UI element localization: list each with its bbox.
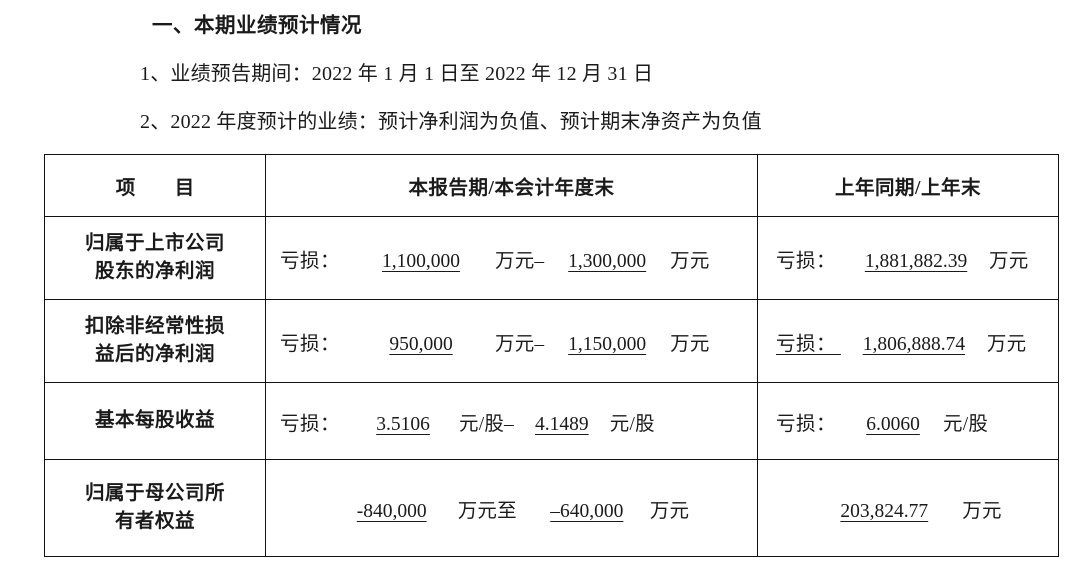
unit-high: 万元: [649, 500, 690, 522]
header-cell-previous: 上年同期/上年末: [757, 154, 1059, 217]
loss-label: 亏损：: [280, 250, 341, 272]
unit-high: 万元: [670, 333, 710, 355]
row-current-basic-eps: 亏损： 3.5106 元/股– 4.1489 元/股: [265, 382, 758, 460]
table-row: 归属于上市公司 股东的净利润 亏损： 1,100,000 万元– 1,300,000 万…: [44, 216, 1059, 300]
value: 203,824.77: [840, 500, 929, 522]
table-row: 扣除非经常性损 益后的净利润 亏损： 950,000 万元– 1,150,000 万元 …: [44, 299, 1059, 383]
unit-high: 元/股: [609, 413, 655, 435]
row-current-net-profit-listed: 亏损： 1,100,000 万元– 1,300,000 万元: [265, 216, 758, 300]
unit-high: 万元: [670, 250, 710, 272]
row-current-net-profit-deducted: 亏损： 950,000 万元– 1,150,000 万元: [265, 299, 758, 383]
unit-low: 万元: [495, 333, 535, 355]
value-low: 950,000: [389, 333, 453, 355]
value: 6.0060: [866, 413, 920, 435]
header-previous-label: 上年同期/上年末: [835, 178, 981, 199]
unit-low: 万元至: [457, 500, 517, 522]
unit-low: 元/股: [459, 413, 505, 435]
row-previous-net-profit-deducted: 亏损： 1,806,888.74 万元: [757, 299, 1059, 383]
row-previous-net-profit-listed: 亏损： 1,881,882.39 万元: [757, 216, 1059, 300]
row-item-parent-equity: 归属于母公司所 有者权益: [44, 459, 266, 557]
row-item-basic-eps: 基本每股收益: [44, 382, 266, 460]
row-previous-parent-equity: 203,824.77 万元: [757, 459, 1059, 557]
section-heading: 一、本期业绩预计情况: [152, 15, 362, 37]
range-dash: –: [504, 413, 514, 435]
current-value: -840,000 万元至 –640,000 万元: [266, 494, 757, 523]
header-cell-item: 项 目: [44, 154, 266, 217]
loss-label: 亏损：: [776, 250, 837, 272]
value: 1,806,888.74: [862, 333, 966, 355]
loss-label: 亏损：: [280, 333, 341, 355]
previous-value: 亏损： 1,806,888.74 万元: [758, 327, 1058, 356]
unit: 万元: [962, 500, 1002, 522]
value-low: 3.5106: [376, 413, 430, 435]
value-low: -840,000: [356, 500, 427, 522]
item-label: 基本每股收益: [94, 409, 215, 431]
loss-label: 亏损：: [776, 413, 837, 435]
range-dash: –: [534, 333, 545, 355]
row-current-parent-equity: -840,000 万元至 –640,000 万元: [265, 459, 758, 557]
current-value: 亏损： 3.5106 元/股– 4.1489 元/股: [266, 407, 757, 436]
value: 1,881,882.39: [864, 250, 968, 272]
table-header-row: 项 目 本报告期/本会计年度末 上年同期/上年末: [44, 154, 1059, 217]
value-high: 1,150,000: [568, 333, 647, 355]
forecast-result-paragraph: 2、2022 年度预计的业绩：预计净利润为负值、预计期末净资产为负值: [140, 111, 762, 133]
table-row: 基本每股收益 亏损： 3.5106 元/股– 4.1489 元/股 亏损： 6.0060 元…: [44, 382, 1059, 460]
value-high: –640,000: [550, 500, 624, 522]
item-label: 归属于上市公司 股东的净利润: [84, 232, 225, 282]
range-dash: –: [534, 250, 545, 272]
row-item-net-profit-deducted: 扣除非经常性损 益后的净利润: [44, 299, 266, 383]
previous-value: 亏损： 1,881,882.39 万元: [758, 244, 1058, 273]
unit: 元/股: [943, 413, 989, 435]
value-high: 4.1489: [534, 413, 589, 435]
table-row: 归属于母公司所 有者权益 -840,000 万元至 –640,000 万元 203,8…: [44, 459, 1059, 557]
unit: 万元: [989, 250, 1029, 272]
loss-label: 亏损：: [280, 413, 341, 435]
current-value: 亏损： 950,000 万元– 1,150,000 万元: [266, 327, 757, 356]
header-current-label: 本报告期/本会计年度末: [408, 178, 615, 199]
loss-label: 亏损：: [776, 333, 837, 355]
row-item-net-profit-listed: 归属于上市公司 股东的净利润: [44, 216, 266, 300]
header-cell-current: 本报告期/本会计年度末: [265, 154, 758, 217]
performance-forecast-table: 项 目 本报告期/本会计年度末 上年同期/上年末 归属于上市公司 股东的净利润: [44, 154, 1059, 557]
value-high: 1,300,000: [568, 250, 647, 272]
value-low: 1,100,000: [382, 250, 461, 272]
row-previous-basic-eps: 亏损： 6.0060 元/股: [757, 382, 1059, 460]
unit-low: 万元: [495, 250, 535, 272]
previous-value: 203,824.77 万元: [758, 494, 1058, 523]
item-label: 归属于母公司所 有者权益: [84, 482, 225, 532]
item-label: 扣除非经常性损 益后的净利润: [84, 315, 225, 365]
unit: 万元: [986, 333, 1027, 355]
forecast-period-paragraph: 1、业绩预告期间：2022 年 1 月 1 日至 2022 年 12 月 31 …: [140, 63, 654, 85]
current-value: 亏损： 1,100,000 万元– 1,300,000 万元: [266, 244, 757, 273]
previous-value: 亏损： 6.0060 元/股: [758, 407, 1058, 436]
header-item-label: 项 目: [115, 178, 205, 199]
